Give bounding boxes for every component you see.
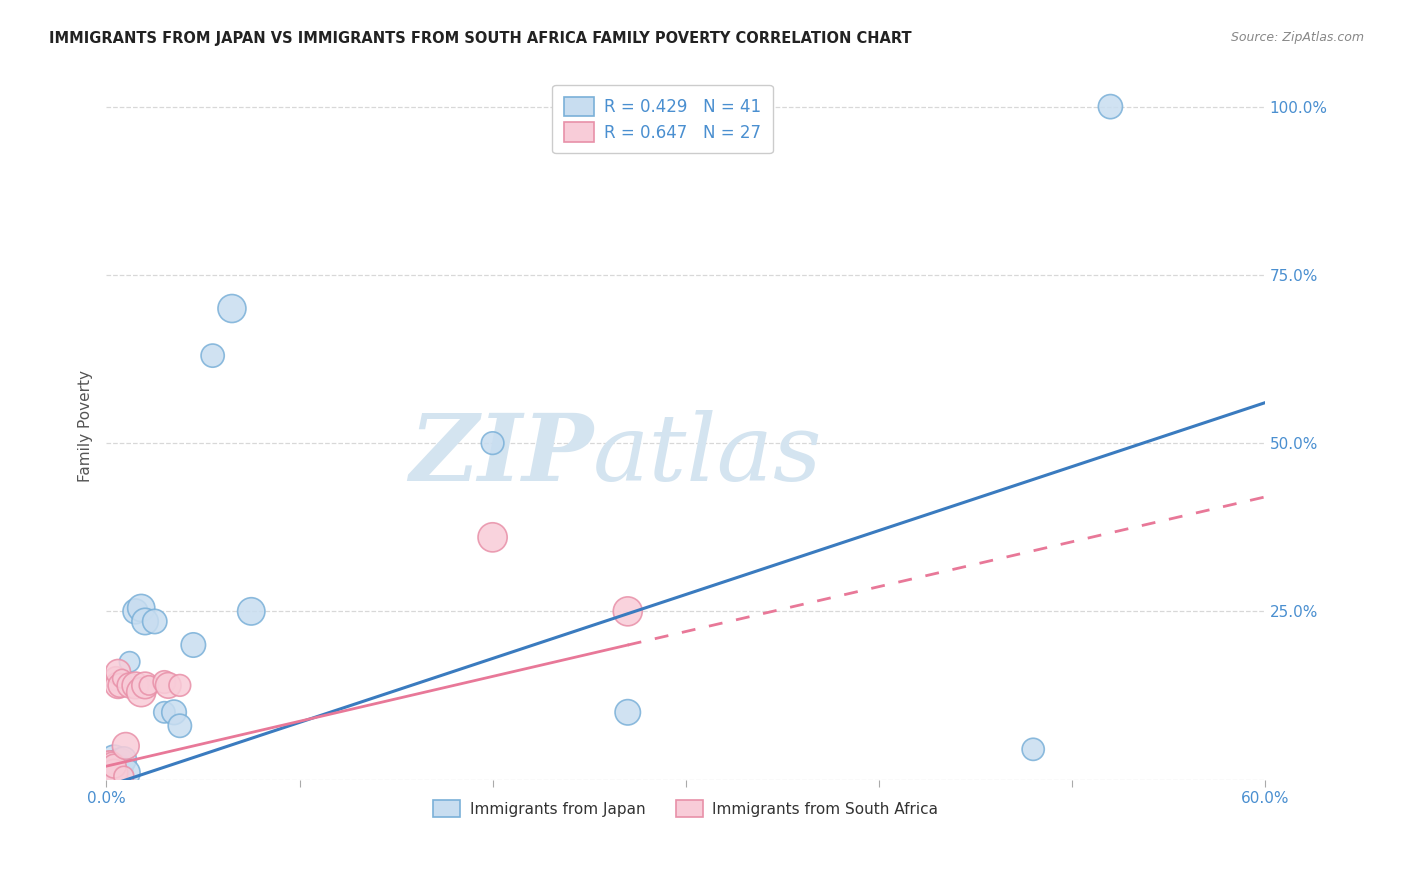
Point — [107, 759, 129, 773]
Point — [134, 615, 156, 629]
Point — [129, 685, 152, 699]
Y-axis label: Family Poverty: Family Poverty — [79, 370, 93, 483]
Text: ZIP: ZIP — [409, 409, 593, 500]
Point — [183, 638, 205, 652]
Point — [101, 756, 124, 770]
Point — [221, 301, 243, 316]
Point — [114, 739, 136, 753]
Point — [97, 769, 120, 783]
Point — [101, 765, 124, 780]
Point — [97, 759, 120, 773]
Point — [124, 604, 146, 618]
Point — [103, 763, 125, 777]
Point — [97, 763, 120, 777]
Text: atlas: atlas — [593, 409, 823, 500]
Point — [1099, 100, 1122, 114]
Point — [105, 759, 128, 773]
Point — [108, 765, 131, 780]
Point — [157, 678, 180, 692]
Point — [103, 765, 125, 780]
Point — [481, 530, 503, 544]
Point — [107, 665, 129, 679]
Point — [98, 756, 121, 770]
Point — [169, 678, 191, 692]
Point — [616, 706, 638, 720]
Point — [98, 759, 121, 773]
Point — [169, 719, 191, 733]
Text: Source: ZipAtlas.com: Source: ZipAtlas.com — [1230, 31, 1364, 45]
Point — [111, 759, 134, 773]
Point — [1022, 742, 1045, 756]
Point — [124, 678, 146, 692]
Point — [107, 678, 129, 692]
Point — [103, 759, 125, 773]
Point — [105, 672, 128, 686]
Point — [101, 756, 124, 770]
Point — [107, 765, 129, 780]
Point — [112, 769, 135, 783]
Point — [111, 672, 134, 686]
Point — [105, 765, 128, 780]
Point — [481, 436, 503, 450]
Point — [97, 756, 120, 770]
Point — [98, 765, 121, 780]
Text: IMMIGRANTS FROM JAPAN VS IMMIGRANTS FROM SOUTH AFRICA FAMILY POVERTY CORRELATION: IMMIGRANTS FROM JAPAN VS IMMIGRANTS FROM… — [49, 31, 912, 46]
Point — [114, 765, 136, 780]
Point — [240, 604, 263, 618]
Point — [97, 763, 120, 777]
Point — [98, 763, 121, 777]
Point — [143, 615, 166, 629]
Point — [129, 601, 152, 615]
Point — [112, 752, 135, 766]
Point — [103, 765, 125, 780]
Point — [153, 675, 176, 690]
Point — [101, 765, 124, 780]
Point — [118, 655, 141, 669]
Point — [98, 769, 121, 783]
Legend: Immigrants from Japan, Immigrants from South Africa: Immigrants from Japan, Immigrants from S… — [425, 792, 946, 825]
Point — [101, 759, 124, 773]
Point — [153, 706, 176, 720]
Point — [98, 756, 121, 770]
Point — [98, 769, 121, 783]
Point — [616, 604, 638, 618]
Point — [103, 752, 125, 766]
Point — [138, 678, 160, 692]
Point — [98, 763, 121, 777]
Point — [108, 678, 131, 692]
Point — [134, 678, 156, 692]
Point — [163, 706, 186, 720]
Point — [201, 349, 224, 363]
Point — [118, 678, 141, 692]
Point — [97, 769, 120, 783]
Point — [97, 765, 120, 780]
Point — [108, 756, 131, 770]
Point — [101, 769, 124, 783]
